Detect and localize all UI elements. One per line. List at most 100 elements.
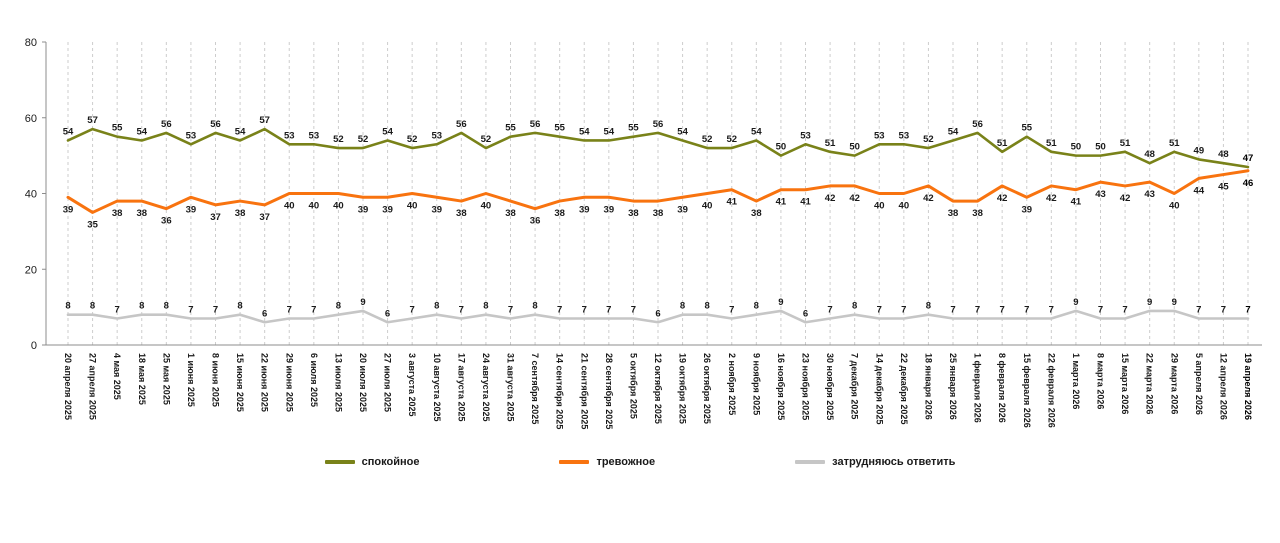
data-label-undecided: 8 <box>336 301 341 312</box>
data-label-undecided: 7 <box>901 304 906 315</box>
data-label-calm: 53 <box>899 130 910 141</box>
data-label-anxious: 39 <box>677 204 688 215</box>
data-label-anxious: 38 <box>628 208 639 219</box>
data-label-anxious: 39 <box>382 204 393 215</box>
x-date-label: 10 августа 2025 <box>432 353 442 422</box>
data-label-anxious: 41 <box>800 197 811 208</box>
mood-trend-line-chart: 0 20 40 60 80 20 апреля 2025 27 апреля 2025 4 м… <box>25 37 1262 429</box>
x-date-label: 22 февраля 2026 <box>1046 353 1056 428</box>
data-label-undecided: 8 <box>926 301 931 312</box>
data-label-calm: 50 <box>1071 142 1082 153</box>
chart-legend: спокойное тревожное затрудняюсь ответить <box>0 456 1280 468</box>
x-date-label: 2 ноября 2025 <box>727 353 737 415</box>
data-label-undecided: 6 <box>803 308 808 319</box>
legend-item-calm: спокойное <box>324 456 420 468</box>
data-label-calm: 52 <box>407 134 418 145</box>
data-label-calm: 55 <box>554 123 565 134</box>
x-date-label: 14 сентября 2025 <box>555 353 565 429</box>
data-label-calm: 51 <box>1120 138 1131 149</box>
x-date-label: 31 августа 2025 <box>506 353 516 422</box>
x-date-label: 7 декабря 2025 <box>850 353 860 419</box>
data-label-calm: 55 <box>628 123 639 134</box>
data-label-anxious: 45 <box>1218 182 1229 193</box>
data-label-undecided: 7 <box>115 304 120 315</box>
x-date-label: 8 февраля 2026 <box>997 353 1007 423</box>
x-date-label: 1 июня 2025 <box>186 353 196 407</box>
data-label-calm: 51 <box>997 138 1008 149</box>
data-label-undecided: 8 <box>532 301 537 312</box>
legend-label-calm: спокойное <box>361 456 420 468</box>
data-label-calm: 53 <box>800 130 811 141</box>
data-label-anxious: 41 <box>776 197 787 208</box>
data-label-anxious: 43 <box>1144 189 1155 200</box>
x-date-label: 1 марта 2026 <box>1071 353 1081 409</box>
data-label-calm: 53 <box>309 130 320 141</box>
x-date-label: 25 мая 2025 <box>161 353 171 405</box>
data-label-undecided: 7 <box>1245 304 1250 315</box>
data-label-calm: 56 <box>456 119 467 130</box>
x-date-label: 27 апреля 2025 <box>88 353 98 420</box>
x-date-label: 21 сентября 2025 <box>579 353 589 429</box>
data-label-calm: 53 <box>431 130 442 141</box>
data-label-undecided: 8 <box>705 301 710 312</box>
data-label-anxious: 38 <box>505 208 516 219</box>
series-line-anxious <box>66 169 1250 214</box>
data-label-undecided: 7 <box>287 304 292 315</box>
x-date-label: 30 ноября 2025 <box>825 353 835 420</box>
data-label-anxious: 43 <box>1095 189 1106 200</box>
undecided-line-swatch <box>795 460 826 464</box>
data-label-undecided: 7 <box>1024 304 1029 315</box>
x-date-label: 23 ноября 2025 <box>801 353 811 420</box>
data-label-calm: 54 <box>136 126 147 137</box>
legend-item-undecided: затрудняюсь ответить <box>795 456 955 468</box>
data-label-anxious: 36 <box>161 216 172 227</box>
data-label-calm: 54 <box>235 126 246 137</box>
x-date-label: 14 декабря 2025 <box>874 353 884 424</box>
data-label-anxious: 42 <box>923 193 934 204</box>
y-tick-label: 40 <box>25 189 37 201</box>
data-label-anxious: 38 <box>554 208 565 219</box>
data-label-undecided: 7 <box>729 304 734 315</box>
data-label-undecided: 7 <box>950 304 955 315</box>
x-date-label: 26 октября 2025 <box>702 353 712 424</box>
data-label-undecided: 6 <box>262 308 267 319</box>
data-label-anxious: 42 <box>1046 193 1057 204</box>
data-label-undecided: 7 <box>213 304 218 315</box>
data-label-calm: 50 <box>849 142 860 153</box>
data-label-calm: 53 <box>874 130 885 141</box>
legend-item-anxious: тревожное <box>559 456 655 468</box>
data-label-calm: 51 <box>1169 138 1180 149</box>
data-label-anxious: 37 <box>259 212 270 223</box>
data-label-undecided: 9 <box>778 297 783 308</box>
data-label-undecided: 7 <box>1098 304 1103 315</box>
data-label-anxious: 42 <box>849 193 860 204</box>
data-label-anxious: 41 <box>726 197 737 208</box>
x-date-label: 5 апреля 2026 <box>1194 353 1204 415</box>
data-label-calm: 49 <box>1194 145 1205 156</box>
data-label-undecided: 7 <box>188 304 193 315</box>
data-label-undecided: 7 <box>975 304 980 315</box>
x-date-label: 24 августа 2025 <box>481 353 491 422</box>
x-date-label: 25 января 2026 <box>948 353 958 420</box>
y-tick-label: 80 <box>25 37 37 49</box>
data-label-anxious: 40 <box>333 201 344 212</box>
calm-line-swatch <box>324 460 355 464</box>
data-label-calm: 48 <box>1218 149 1229 160</box>
x-date-label: 28 сентября 2025 <box>604 353 614 429</box>
x-date-label: 19 апреля 2026 <box>1243 353 1253 420</box>
data-label-undecided: 6 <box>655 308 660 319</box>
x-date-label: 20 апреля 2025 <box>63 353 73 420</box>
data-label-undecided: 7 <box>557 304 562 315</box>
data-label-anxious: 40 <box>702 201 713 212</box>
data-label-calm: 50 <box>1095 142 1106 153</box>
data-label-calm: 56 <box>972 119 983 130</box>
x-date-label: 1 февраля 2026 <box>973 353 983 423</box>
data-label-anxious: 37 <box>210 212 221 223</box>
data-label-calm: 56 <box>530 119 541 130</box>
data-label-undecided: 9 <box>1073 297 1078 308</box>
x-date-label: 8 июня 2025 <box>211 353 221 407</box>
data-label-anxious: 38 <box>112 208 123 219</box>
data-label-undecided: 7 <box>827 304 832 315</box>
data-label-anxious: 42 <box>997 193 1008 204</box>
data-label-anxious: 39 <box>579 204 590 215</box>
